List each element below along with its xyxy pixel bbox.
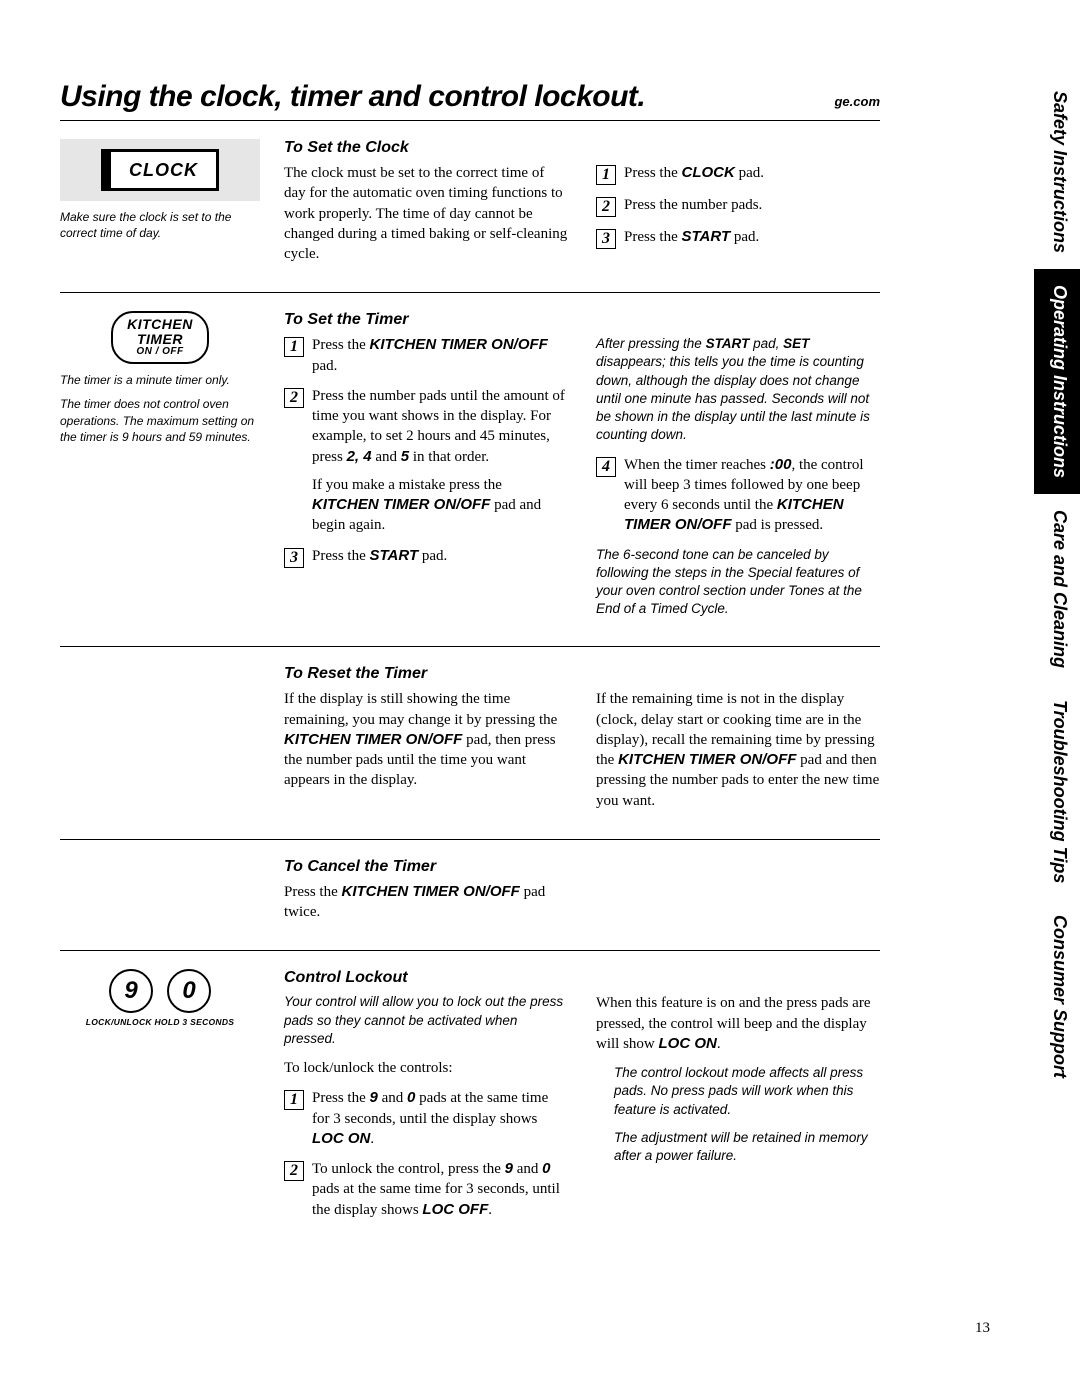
lockout-step-2: To unlock the control, press the 9 and 0… [312, 1159, 568, 1220]
lock-caption: LOCK/UNLOCK HOLD 3 SECONDS [60, 1017, 260, 1028]
timer-step-2: Press the number pads until the amount o… [312, 386, 568, 536]
step-number-icon: 1 [596, 165, 616, 185]
section-cancel-timer: To Cancel the Timer Press the KITCHEN TI… [60, 839, 880, 933]
cancel-text: Press the KITCHEN TIMER ON/OFF pad twice… [284, 882, 568, 923]
set-timer-heading: To Set the Timer [284, 311, 880, 329]
step-number-icon: 3 [596, 229, 616, 249]
timer-graphic: KITCHEN TIMER ON / OFF [60, 311, 260, 364]
timer-pill-l1: KITCHEN [127, 317, 193, 332]
set-clock-heading: To Set the Clock [284, 139, 880, 157]
timer-note-1: The timer is a minute timer only. [60, 372, 260, 388]
set-clock-intro: The clock must be set to the correct tim… [284, 163, 568, 264]
clock-graphic: CLOCK [60, 139, 260, 201]
step-number-icon: 1 [284, 1090, 304, 1110]
side-tabs: Safety Instructions Operating Instructio… [1034, 75, 1080, 1094]
section-reset-timer: To Reset the Timer If the display is sti… [60, 646, 880, 821]
timer-note-2: The timer does not control oven operatio… [60, 396, 260, 445]
timer-step-4: When the timer reaches :00, the control … [624, 455, 880, 536]
section-control-lockout: 9 0 LOCK/UNLOCK HOLD 3 SECONDS Control L… [60, 950, 880, 1229]
tab-troubleshooting[interactable]: Troubleshooting Tips [1034, 684, 1080, 899]
timer-step-3: Press the START pad. [312, 546, 568, 568]
step-number-icon: 2 [284, 388, 304, 408]
timer-pill-l3: ON / OFF [127, 347, 193, 358]
timer-step-1: Press the KITCHEN TIMER ON/OFF pad. [312, 335, 568, 376]
clock-step-3: Press the START pad. [624, 227, 880, 249]
step-number-icon: 1 [284, 337, 304, 357]
lockout-right-note-2: The adjustment will be retained in memor… [614, 1129, 880, 1165]
header-row: Using the clock, timer and control locko… [60, 80, 880, 121]
clock-step-2: Press the number pads. [624, 195, 880, 217]
cancel-timer-heading: To Cancel the Timer [284, 858, 880, 876]
reset-left-text: If the display is still showing the time… [284, 689, 568, 790]
lockout-lead: To lock/unlock the controls: [284, 1058, 568, 1078]
lockout-heading: Control Lockout [284, 969, 880, 987]
tab-consumer[interactable]: Consumer Support [1034, 899, 1080, 1094]
page-title: Using the clock, timer and control locko… [60, 80, 645, 114]
step-number-icon: 2 [284, 1161, 304, 1181]
timer-right-note-2: The 6-second tone can be canceled by fol… [596, 546, 880, 619]
step-number-icon: 3 [284, 548, 304, 568]
lockout-graphic: 9 0 LOCK/UNLOCK HOLD 3 SECONDS [60, 969, 260, 1028]
clock-button-label: CLOCK [101, 149, 219, 191]
section-set-clock: CLOCK Make sure the clock is set to the … [60, 139, 880, 274]
step-number-icon: 4 [596, 457, 616, 477]
lockout-step-1: Press the 9 and 0 pads at the same time … [312, 1088, 568, 1149]
lockout-right-note-1: The control lockout mode affects all pre… [614, 1064, 880, 1119]
reset-timer-heading: To Reset the Timer [284, 665, 880, 683]
reset-right-text: If the remaining time is not in the disp… [596, 689, 880, 811]
brand-link: ge.com [834, 94, 880, 109]
lock-pad-9: 9 [109, 969, 153, 1013]
clock-note: Make sure the clock is set to the correc… [60, 209, 260, 241]
clock-step-1: Press the CLOCK pad. [624, 163, 880, 185]
lock-pad-0: 0 [167, 969, 211, 1013]
step-number-icon: 2 [596, 197, 616, 217]
lockout-right-p1: When this feature is on and the press pa… [596, 993, 880, 1054]
page-number: 13 [975, 1320, 990, 1337]
timer-pill-l2: TIMER [127, 332, 193, 347]
section-set-timer: KITCHEN TIMER ON / OFF The timer is a mi… [60, 292, 880, 628]
lockout-intro-note: Your control will allow you to lock out … [284, 993, 568, 1048]
tab-operating[interactable]: Operating Instructions [1034, 269, 1080, 494]
tab-care[interactable]: Care and Cleaning [1034, 494, 1080, 684]
timer-right-note-1: After pressing the START pad, SET disapp… [596, 335, 880, 444]
tab-safety[interactable]: Safety Instructions [1034, 75, 1080, 269]
